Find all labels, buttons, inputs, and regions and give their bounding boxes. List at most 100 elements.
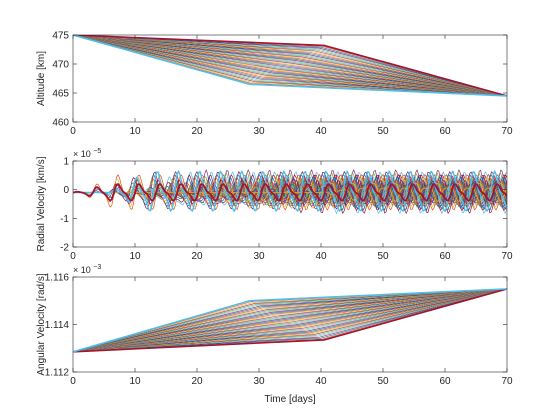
altitude-series-line [73, 35, 507, 97]
altitude-x-ticks: 0 10 20 30 40 50 60 70 [70, 35, 513, 137]
altitude-series-line [73, 35, 507, 97]
x-tick-label: 10 [129, 126, 141, 137]
altitude-panel: 0 10 20 30 40 50 60 70 460 465 470 475 Altitude [k… [36, 31, 513, 138]
x-tick-label: 10 [129, 376, 141, 387]
angular-velocity-series-line [73, 288, 507, 353]
angular-velocity-y-label: Angular Velocity [rad/s] [36, 273, 47, 375]
altitude-series-line [73, 35, 507, 97]
angular-velocity-series-line [73, 288, 507, 353]
angular-velocity-series-line [73, 288, 507, 353]
angular-velocity-series-line [73, 288, 507, 353]
altitude-series-line [73, 35, 507, 97]
angular-velocity-series-line [73, 288, 507, 353]
angular-velocity-series-line [73, 288, 507, 353]
x-tick-label: 30 [253, 251, 265, 262]
angular-velocity-exponent-power: −3 [93, 264, 101, 271]
x-tick-label: 40 [315, 376, 327, 387]
angular-velocity-series-line [73, 288, 507, 353]
angular-velocity-series-line [73, 288, 507, 353]
angular-velocity-series-line [73, 288, 507, 353]
angular-velocity-series-line [73, 288, 507, 353]
y-tick-label: 1 [63, 157, 69, 168]
radial-velocity-y-ticks: -2 -1 0 1 [60, 157, 507, 254]
angular-velocity-series-line [73, 288, 507, 353]
x-tick-label: 60 [439, 251, 451, 262]
angular-velocity-series-line [73, 288, 507, 353]
altitude-series-line [73, 35, 507, 97]
angular-velocity-series-line [73, 288, 507, 353]
altitude-series-line [73, 35, 507, 97]
x-tick-label: 60 [439, 126, 451, 137]
angular-velocity-exponent-label: × 10 −3 [73, 264, 101, 275]
angular-velocity-series-line [73, 288, 507, 353]
angular-velocity-series-line [73, 288, 507, 353]
angular-velocity-series-line [73, 288, 507, 353]
altitude-highlight-line [73, 35, 507, 97]
altitude-series-line [73, 35, 507, 97]
y-tick-label: 1.114 [45, 320, 70, 331]
y-tick-label: 475 [52, 31, 69, 42]
radial-velocity-x-ticks: 0 10 20 30 40 50 60 70 [70, 161, 513, 262]
altitude-series-line [73, 35, 507, 97]
altitude-series-line [73, 35, 507, 97]
altitude-y-ticks: 460 465 470 475 [52, 31, 507, 129]
altitude-series-line [73, 35, 507, 97]
x-tick-label: 70 [501, 376, 513, 387]
altitude-series [73, 35, 507, 97]
altitude-series-line [73, 35, 507, 97]
x-tick-label: 0 [70, 126, 76, 137]
angular-velocity-series-line [73, 288, 507, 353]
altitude-series-line [73, 35, 507, 97]
altitude-series-line [73, 35, 507, 97]
y-tick-label: 0 [63, 185, 69, 196]
angular-velocity-highlight-line [73, 288, 507, 353]
altitude-series-line [73, 35, 507, 97]
altitude-series-line [73, 35, 507, 97]
angular-velocity-series-line [73, 288, 507, 353]
x-tick-label: 20 [191, 126, 203, 137]
altitude-series-line [73, 35, 507, 97]
x-tick-label: 20 [191, 251, 203, 262]
radial-velocity-highlight-line [73, 170, 507, 212]
altitude-series-line [73, 35, 507, 97]
angular-velocity-series-line [73, 288, 507, 353]
altitude-series-line [73, 35, 507, 97]
altitude-series-line [73, 35, 507, 97]
altitude-series-line [73, 35, 507, 97]
y-tick-label: -2 [60, 243, 69, 254]
x-tick-label: 0 [70, 251, 76, 262]
altitude-series-line [73, 35, 507, 97]
altitude-series-line [73, 35, 507, 97]
time-x-label: Time [days] [264, 394, 316, 405]
angular-velocity-series-line [73, 288, 507, 353]
angular-velocity-series-line [73, 288, 507, 353]
radial-velocity-exponent-base: × 10 [73, 149, 91, 159]
radial-velocity-panel: 0 10 20 30 40 50 60 70 -2 -1 0 1 Radial Velocity [… [36, 148, 513, 262]
y-tick-label: 465 [52, 89, 69, 100]
altitude-series-line [73, 35, 507, 97]
angular-velocity-series [73, 288, 507, 353]
angular-velocity-series-line [73, 288, 507, 353]
altitude-series-line [73, 35, 507, 97]
angular-velocity-series-line [73, 288, 507, 353]
angular-velocity-series-line [73, 288, 507, 353]
x-tick-label: 50 [377, 251, 389, 262]
x-tick-label: 70 [501, 126, 513, 137]
radial-velocity-highlight-line [73, 183, 507, 202]
x-tick-label: 40 [315, 126, 327, 137]
altitude-series-line [73, 35, 507, 97]
altitude-series-line [73, 35, 507, 97]
altitude-axes-box [72, 34, 508, 123]
angular-velocity-series-line [73, 288, 507, 353]
y-tick-label: 470 [52, 60, 69, 71]
altitude-series-line [73, 35, 507, 97]
angular-velocity-panel: 0 10 20 30 40 50 60 70 1.112 1.114 1.116 Angular … [36, 264, 513, 405]
altitude-series-line [73, 35, 507, 97]
y-tick-label: 1.112 [45, 368, 70, 379]
radial-velocity-axes-box [72, 160, 508, 248]
angular-velocity-series-line [73, 288, 507, 353]
altitude-series-line [73, 35, 507, 97]
angular-velocity-series-line [73, 288, 507, 353]
angular-velocity-highlight-line [73, 288, 507, 353]
